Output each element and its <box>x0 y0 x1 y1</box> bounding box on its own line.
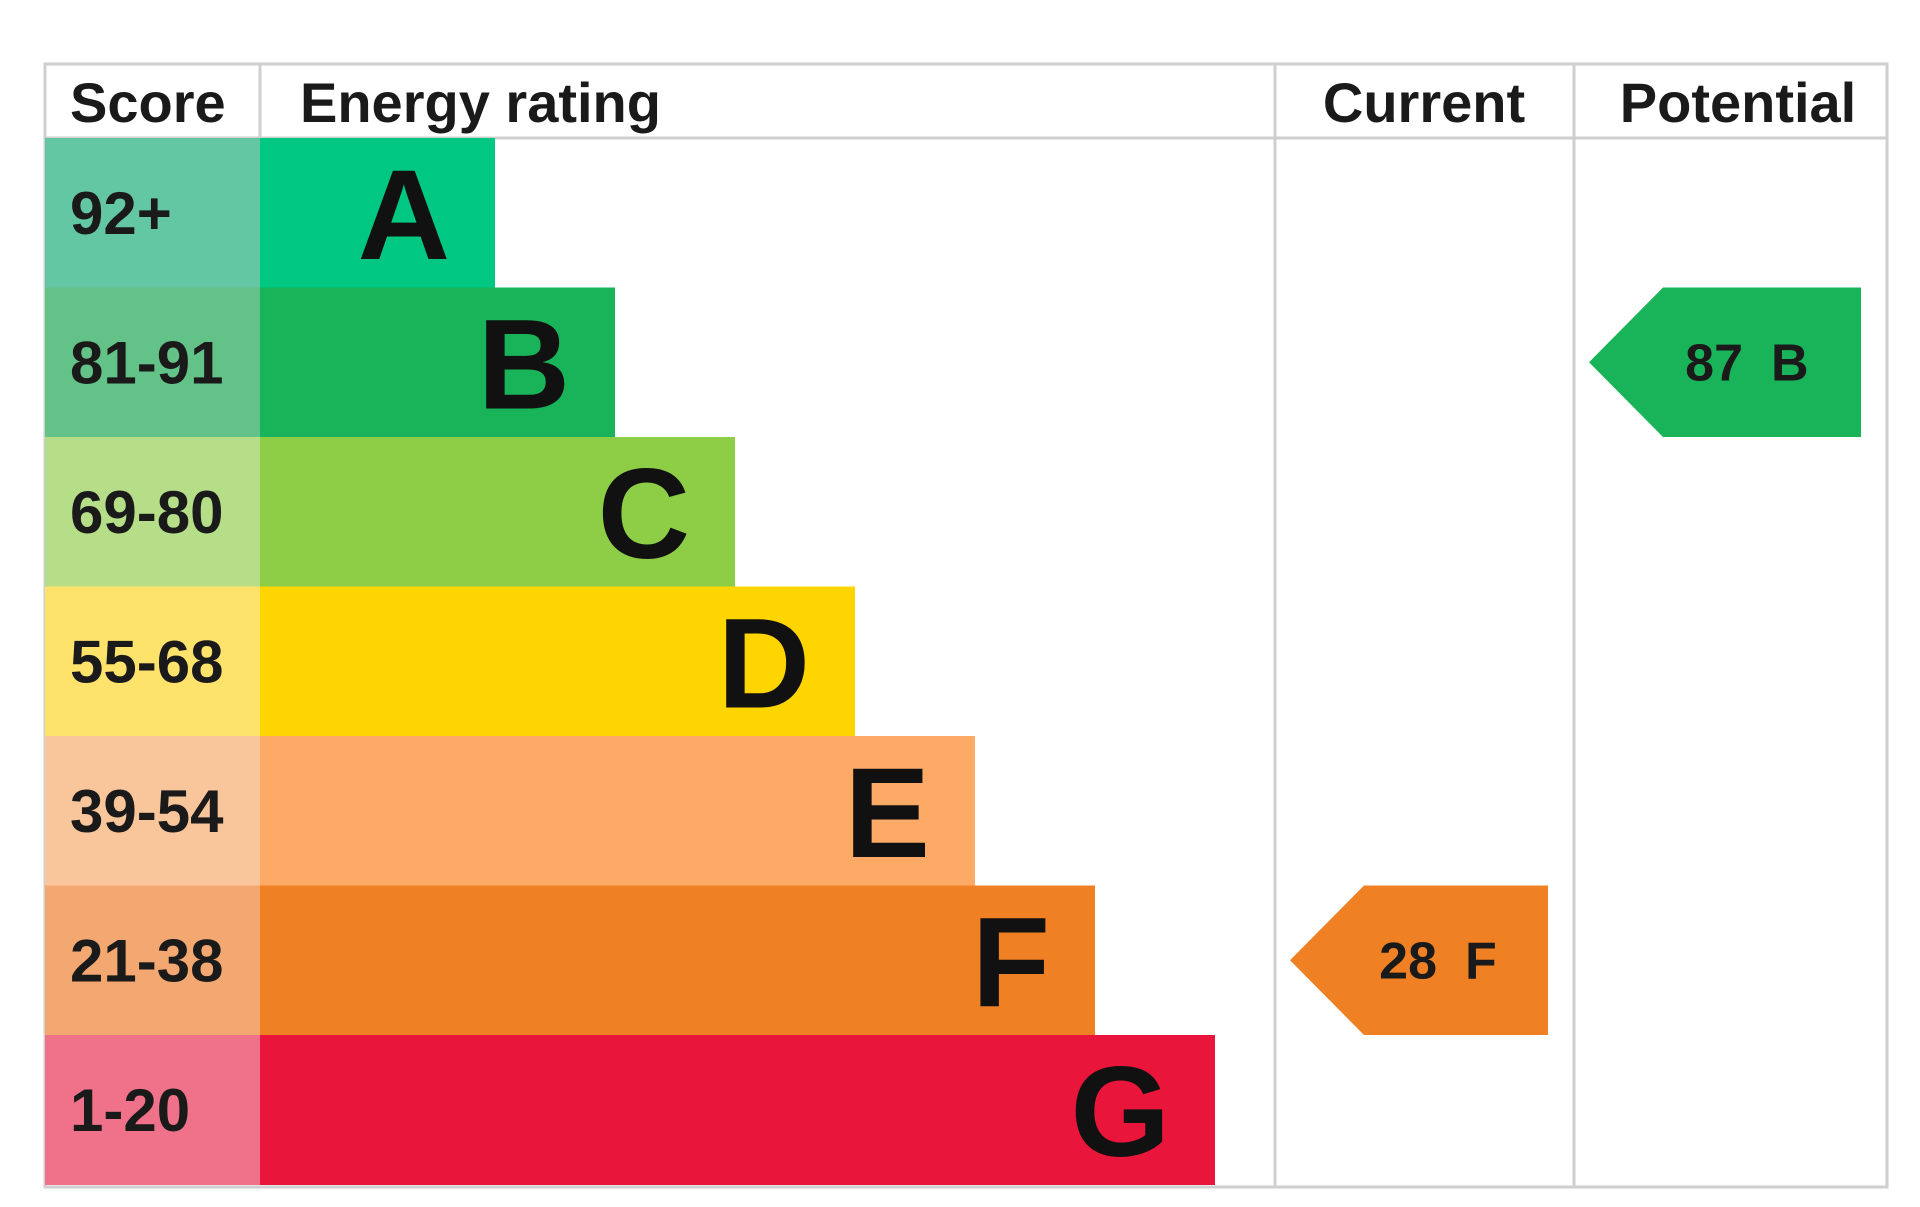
band-letter-f: F <box>972 891 1050 1034</box>
header-current: Current <box>1323 71 1525 134</box>
band-letter-d: D <box>718 592 810 735</box>
current-rating-letter: F <box>1465 932 1497 990</box>
potential-rating-arrow <box>1589 287 1861 437</box>
band-bar-b <box>260 287 615 438</box>
score-cell-f <box>45 885 260 1036</box>
current-rating-value: 28 <box>1379 932 1437 990</box>
score-label-a: 92+ <box>70 180 172 247</box>
band-letter-a: A <box>358 144 450 287</box>
band-bar-c <box>260 437 735 587</box>
band-letter-g: G <box>1070 1041 1170 1184</box>
band-letter-c: C <box>598 443 690 586</box>
band-letter-b: B <box>478 293 570 436</box>
score-cell-g <box>45 1035 260 1185</box>
score-cell-a <box>45 138 260 288</box>
score-label-d: 55-68 <box>70 628 223 695</box>
band-bar-g <box>260 1035 1215 1185</box>
band-bar-a <box>260 138 495 288</box>
potential-rating-value: 87 <box>1685 334 1743 392</box>
score-cell-e <box>45 736 260 886</box>
score-cell-c <box>45 437 260 587</box>
score-label-f: 21-38 <box>70 927 223 994</box>
band-bar-f <box>260 885 1095 1036</box>
score-label-c: 69-80 <box>70 479 223 546</box>
rating-tags: 28 F 87 B <box>1290 287 1861 1035</box>
score-label-g: 1-20 <box>70 1077 190 1144</box>
score-label-e: 39-54 <box>70 778 224 845</box>
band-bar-e <box>260 736 975 886</box>
rating-bands: 92+ A 81-91 B 69-80 C 55-68 D 39-54 E 21-38 F 1-20 G <box>45 138 1215 1185</box>
potential-rating-letter: B <box>1771 334 1809 392</box>
header-score: Score <box>70 71 226 134</box>
current-rating-arrow <box>1290 885 1548 1035</box>
band-bar-d <box>260 586 855 737</box>
score-cell-b <box>45 287 260 438</box>
score-label-b: 81-91 <box>70 329 223 396</box>
header-potential: Potential <box>1620 71 1856 134</box>
band-letter-e: E <box>845 742 930 885</box>
score-cell-d <box>45 586 260 737</box>
header-energy-rating: Energy rating <box>300 71 661 134</box>
